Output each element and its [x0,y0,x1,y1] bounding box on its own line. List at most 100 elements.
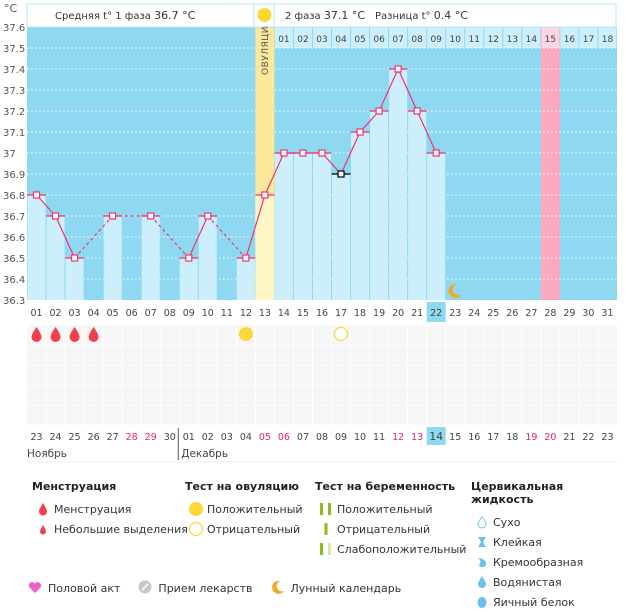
cycle-day-label: 27 [525,308,537,319]
cycle-day-label: 10 [202,308,214,319]
phase2-day-cell [579,27,598,48]
temperature-bar [427,153,446,300]
watery-icon [471,575,493,589]
calendar-date-label: 11 [373,432,385,443]
cycle-day-label: 06 [126,308,138,319]
y-tick-label: 37 [3,149,16,160]
y-tick-label: 36.3 [3,296,25,307]
phase2-day-cell [408,27,427,48]
phase2-day-cell [370,27,389,48]
negative-ovulation-test-icon [333,326,349,342]
month-label: Ноябрь [27,448,67,460]
temperature-bar [293,153,312,300]
phase2-day-label: 17 [583,35,594,45]
phase2-day-label: 09 [430,35,442,45]
calendar-date-label: 03 [221,432,233,443]
cycle-day-label: 08 [164,308,176,319]
y-tick-label: 37.5 [3,44,25,55]
two-lines-icon [315,502,337,516]
cycle-day-label: 20 [392,308,404,319]
moon-icon [448,283,462,298]
cycle-day-label: 23 [449,308,461,319]
y-tick-label: 36.5 [3,254,25,265]
temperature-point [204,212,212,220]
y-tick-label: 36.7 [3,212,25,223]
bbt-chart: 01 02 03 04 05 06 07 08 09 10 11 12 13 14 15 16 17 18 37.6… [3,2,617,463]
bottom-legend: Половой акт Прием лекарств Лунный календ… [28,580,401,597]
calendar-date-label: 27 [107,432,119,443]
y-tick-label: 36.9 [3,170,25,181]
phase2-day-label: 11 [469,35,480,45]
cycle-day-label: 12 [240,308,252,319]
pill-icon [138,580,152,597]
cycle-day-label: 19 [373,308,385,319]
y-axis-unit: °C [4,2,18,15]
positive-test-icon [185,501,207,517]
y-tick-label: 37.1 [3,128,25,139]
header-box [26,3,617,28]
dry-icon [471,515,493,529]
calendar-date-label: 29 [145,432,157,443]
calendar-date-label: 17 [487,432,499,443]
calendar-date-label: 08 [316,432,328,443]
legend-pregnancy-test: Тест на беременность Положительный Отриц… [315,480,467,556]
cycle-day-label: 02 [50,308,62,319]
cycle-day-label: 22 [430,308,442,319]
temperature-bar [141,216,160,300]
phase2-day-cell [427,27,446,48]
today-highlight [426,302,446,322]
calendar-date-label: 20 [544,432,556,443]
today-date-highlight [426,427,446,445]
cycle-day-label: 31 [601,308,613,319]
phase2-day-label: 06 [373,35,385,45]
cycle-day-label: 03 [69,308,81,319]
temperature-bar [312,153,332,300]
phase2-day-cell [274,27,293,48]
cycle-day-label: 15 [297,308,309,319]
calendar-date-label: 14 [429,430,443,443]
cycle-day-label: 07 [145,308,157,319]
phase2-day-cell [465,27,484,48]
temperature-point [299,149,307,157]
phase2-day-cell [598,27,617,48]
cycle-day-label: 13 [259,308,271,319]
temperature-bar [27,195,46,300]
moon-icon [271,580,285,597]
heart-icon [28,581,42,597]
calendar-date-label: 06 [278,432,290,443]
blood-drop-icon [32,502,54,516]
cycle-day-label: 25 [487,308,499,319]
cycle-day-label: 21 [411,308,423,319]
temperature-point [109,212,117,220]
temperature-bar [332,174,351,300]
phase2-day-label: 07 [392,35,403,45]
temperature-bar [103,216,122,300]
temperature-point [318,149,326,157]
legend-cervical-fluid: Цервикальная жидкость Сухо Клейкая Кремо… [471,480,626,612]
y-tick-label: 36.8 [3,191,25,202]
phase1-label: Средняя t° 1 фаза 36.7 °C [55,9,196,22]
egg-white-icon [471,595,493,609]
phase2-day-cell [560,27,579,48]
calendar-date-label: 19 [525,432,537,443]
cycle-day-label: 16 [316,308,328,319]
phase2-day-cell [446,27,465,48]
month-label: Декабрь [181,448,228,460]
temperature-point [356,128,364,136]
y-tick-label: 37.4 [3,65,25,76]
calendar-date-label: 16 [468,432,480,443]
calendar-date-label: 25 [69,432,81,443]
calendar-date-label: 18 [506,432,518,443]
calendar-date-label: 21 [563,432,575,443]
phase2-day-label: 12 [488,35,499,45]
calendar-date-label: 01 [183,432,195,443]
temperature-bar [236,258,255,300]
legend-title: Цервикальная жидкость [471,480,564,506]
phase2-day-label: 02 [297,35,308,45]
calendar-date-label: 30 [164,432,176,443]
blood-drop-icon [69,327,80,342]
calendar-date-label: 09 [335,432,347,443]
legend-ovulation-test: Тест на овуляцию Положительный Отрицател… [185,480,303,537]
phase2-day-cell [389,27,408,48]
phase2-day-cell [312,27,332,48]
